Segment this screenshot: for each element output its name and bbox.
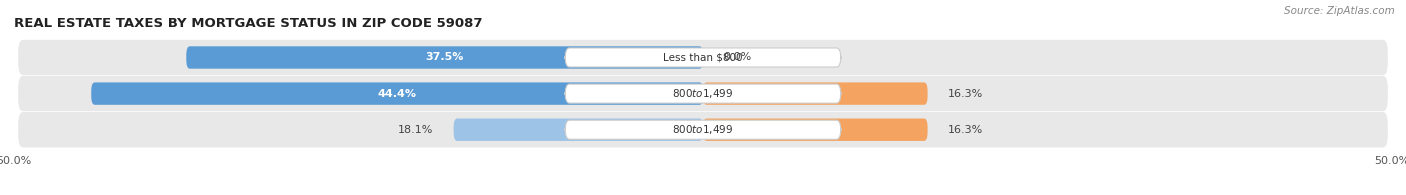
FancyBboxPatch shape [565, 120, 841, 139]
Text: $800 to $1,499: $800 to $1,499 [672, 87, 734, 100]
Text: Source: ZipAtlas.com: Source: ZipAtlas.com [1284, 6, 1395, 16]
FancyBboxPatch shape [565, 48, 841, 67]
FancyBboxPatch shape [91, 82, 703, 105]
Text: 37.5%: 37.5% [426, 52, 464, 62]
Text: 44.4%: 44.4% [378, 89, 416, 99]
FancyBboxPatch shape [565, 84, 841, 103]
Text: $800 to $1,499: $800 to $1,499 [672, 123, 734, 136]
Text: Less than $800: Less than $800 [664, 52, 742, 62]
FancyBboxPatch shape [703, 119, 928, 141]
Text: 16.3%: 16.3% [948, 89, 984, 99]
Text: 18.1%: 18.1% [398, 125, 433, 135]
Text: 16.3%: 16.3% [948, 125, 984, 135]
FancyBboxPatch shape [703, 82, 928, 105]
FancyBboxPatch shape [18, 40, 1388, 75]
FancyBboxPatch shape [18, 76, 1388, 111]
FancyBboxPatch shape [18, 112, 1388, 147]
Text: 0.0%: 0.0% [724, 52, 752, 62]
FancyBboxPatch shape [186, 46, 703, 69]
Text: REAL ESTATE TAXES BY MORTGAGE STATUS IN ZIP CODE 59087: REAL ESTATE TAXES BY MORTGAGE STATUS IN … [14, 17, 482, 30]
FancyBboxPatch shape [454, 119, 703, 141]
